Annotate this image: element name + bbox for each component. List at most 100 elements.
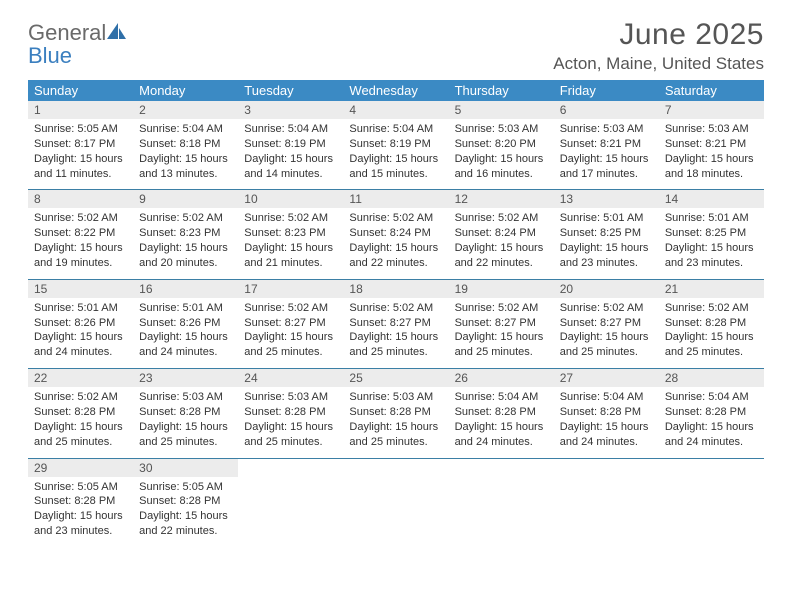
day-number: 6 (554, 101, 659, 119)
day-body: Sunrise: 5:01 AMSunset: 8:25 PMDaylight:… (659, 208, 764, 278)
calendar-cell: 21Sunrise: 5:02 AMSunset: 8:28 PMDayligh… (659, 279, 764, 368)
day-number: 8 (28, 190, 133, 208)
calendar-cell: 15Sunrise: 5:01 AMSunset: 8:26 PMDayligh… (28, 279, 133, 368)
calendar-cell: 5Sunrise: 5:03 AMSunset: 8:20 PMDaylight… (449, 101, 554, 190)
calendar-cell: 19Sunrise: 5:02 AMSunset: 8:27 PMDayligh… (449, 279, 554, 368)
day-number: 1 (28, 101, 133, 119)
calendar-cell: 4Sunrise: 5:04 AMSunset: 8:19 PMDaylight… (343, 101, 448, 190)
calendar-cell: 11Sunrise: 5:02 AMSunset: 8:24 PMDayligh… (343, 190, 448, 279)
calendar-cell: 10Sunrise: 5:02 AMSunset: 8:23 PMDayligh… (238, 190, 343, 279)
weekday-header: Saturday (659, 80, 764, 101)
page: General Blue June 2025 Acton, Maine, Uni… (0, 0, 792, 565)
calendar-cell: 8Sunrise: 5:02 AMSunset: 8:22 PMDaylight… (28, 190, 133, 279)
location: Acton, Maine, United States (553, 54, 764, 74)
title-block: June 2025 Acton, Maine, United States (553, 18, 764, 74)
calendar-row: 22Sunrise: 5:02 AMSunset: 8:28 PMDayligh… (28, 369, 764, 458)
day-body: Sunrise: 5:04 AMSunset: 8:19 PMDaylight:… (343, 119, 448, 189)
day-number: 17 (238, 280, 343, 298)
calendar-cell (343, 458, 448, 547)
day-body: Sunrise: 5:02 AMSunset: 8:23 PMDaylight:… (133, 208, 238, 278)
logo-text-general: General (28, 20, 106, 45)
day-number: 29 (28, 459, 133, 477)
day-body: Sunrise: 5:01 AMSunset: 8:26 PMDaylight:… (133, 298, 238, 368)
calendar-row: 1Sunrise: 5:05 AMSunset: 8:17 PMDaylight… (28, 101, 764, 190)
day-body: Sunrise: 5:05 AMSunset: 8:28 PMDaylight:… (28, 477, 133, 547)
weekday-header: Friday (554, 80, 659, 101)
day-number: 23 (133, 369, 238, 387)
calendar-cell: 12Sunrise: 5:02 AMSunset: 8:24 PMDayligh… (449, 190, 554, 279)
day-body: Sunrise: 5:02 AMSunset: 8:23 PMDaylight:… (238, 208, 343, 278)
logo: General Blue (28, 18, 128, 68)
calendar-cell: 25Sunrise: 5:03 AMSunset: 8:28 PMDayligh… (343, 369, 448, 458)
day-number: 3 (238, 101, 343, 119)
calendar-cell: 2Sunrise: 5:04 AMSunset: 8:18 PMDaylight… (133, 101, 238, 190)
calendar-row: 8Sunrise: 5:02 AMSunset: 8:22 PMDaylight… (28, 190, 764, 279)
logo-text-blue: Blue (28, 43, 72, 68)
day-body: Sunrise: 5:05 AMSunset: 8:17 PMDaylight:… (28, 119, 133, 189)
day-number: 28 (659, 369, 764, 387)
weekday-header: Thursday (449, 80, 554, 101)
calendar-cell (659, 458, 764, 547)
day-number: 25 (343, 369, 448, 387)
day-number: 22 (28, 369, 133, 387)
calendar-cell: 18Sunrise: 5:02 AMSunset: 8:27 PMDayligh… (343, 279, 448, 368)
day-body: Sunrise: 5:03 AMSunset: 8:28 PMDaylight:… (238, 387, 343, 457)
day-number: 12 (449, 190, 554, 208)
calendar-cell: 16Sunrise: 5:01 AMSunset: 8:26 PMDayligh… (133, 279, 238, 368)
day-number: 11 (343, 190, 448, 208)
day-number: 13 (554, 190, 659, 208)
calendar-cell: 26Sunrise: 5:04 AMSunset: 8:28 PMDayligh… (449, 369, 554, 458)
calendar-cell: 14Sunrise: 5:01 AMSunset: 8:25 PMDayligh… (659, 190, 764, 279)
day-body: Sunrise: 5:02 AMSunset: 8:28 PMDaylight:… (28, 387, 133, 457)
day-body: Sunrise: 5:05 AMSunset: 8:28 PMDaylight:… (133, 477, 238, 547)
calendar-cell: 22Sunrise: 5:02 AMSunset: 8:28 PMDayligh… (28, 369, 133, 458)
day-number: 21 (659, 280, 764, 298)
day-body: Sunrise: 5:03 AMSunset: 8:21 PMDaylight:… (554, 119, 659, 189)
weekday-header: Sunday (28, 80, 133, 101)
header: General Blue June 2025 Acton, Maine, Uni… (28, 18, 764, 74)
day-number: 30 (133, 459, 238, 477)
calendar-table: SundayMondayTuesdayWednesdayThursdayFrid… (28, 80, 764, 547)
weekday-header: Wednesday (343, 80, 448, 101)
day-number: 24 (238, 369, 343, 387)
calendar-cell: 20Sunrise: 5:02 AMSunset: 8:27 PMDayligh… (554, 279, 659, 368)
day-number: 27 (554, 369, 659, 387)
calendar-cell: 24Sunrise: 5:03 AMSunset: 8:28 PMDayligh… (238, 369, 343, 458)
logo-sail-icon (106, 22, 128, 45)
calendar-cell (238, 458, 343, 547)
day-body: Sunrise: 5:02 AMSunset: 8:27 PMDaylight:… (554, 298, 659, 368)
day-body: Sunrise: 5:01 AMSunset: 8:25 PMDaylight:… (554, 208, 659, 278)
calendar-cell: 9Sunrise: 5:02 AMSunset: 8:23 PMDaylight… (133, 190, 238, 279)
weekday-header: Monday (133, 80, 238, 101)
day-body: Sunrise: 5:02 AMSunset: 8:27 PMDaylight:… (238, 298, 343, 368)
calendar-row: 15Sunrise: 5:01 AMSunset: 8:26 PMDayligh… (28, 279, 764, 368)
day-body: Sunrise: 5:01 AMSunset: 8:26 PMDaylight:… (28, 298, 133, 368)
calendar-header-row: SundayMondayTuesdayWednesdayThursdayFrid… (28, 80, 764, 101)
calendar-cell: 17Sunrise: 5:02 AMSunset: 8:27 PMDayligh… (238, 279, 343, 368)
day-number: 7 (659, 101, 764, 119)
day-body: Sunrise: 5:03 AMSunset: 8:28 PMDaylight:… (343, 387, 448, 457)
day-body: Sunrise: 5:03 AMSunset: 8:28 PMDaylight:… (133, 387, 238, 457)
day-number: 16 (133, 280, 238, 298)
day-number: 19 (449, 280, 554, 298)
day-body: Sunrise: 5:04 AMSunset: 8:28 PMDaylight:… (449, 387, 554, 457)
day-body: Sunrise: 5:02 AMSunset: 8:28 PMDaylight:… (659, 298, 764, 368)
day-body: Sunrise: 5:02 AMSunset: 8:24 PMDaylight:… (449, 208, 554, 278)
day-number: 14 (659, 190, 764, 208)
day-body: Sunrise: 5:04 AMSunset: 8:28 PMDaylight:… (554, 387, 659, 457)
calendar-cell: 27Sunrise: 5:04 AMSunset: 8:28 PMDayligh… (554, 369, 659, 458)
month-title: June 2025 (553, 18, 764, 52)
calendar-cell: 7Sunrise: 5:03 AMSunset: 8:21 PMDaylight… (659, 101, 764, 190)
calendar-cell: 23Sunrise: 5:03 AMSunset: 8:28 PMDayligh… (133, 369, 238, 458)
calendar-cell: 30Sunrise: 5:05 AMSunset: 8:28 PMDayligh… (133, 458, 238, 547)
calendar-cell (449, 458, 554, 547)
calendar-row: 29Sunrise: 5:05 AMSunset: 8:28 PMDayligh… (28, 458, 764, 547)
calendar-cell: 1Sunrise: 5:05 AMSunset: 8:17 PMDaylight… (28, 101, 133, 190)
day-body: Sunrise: 5:03 AMSunset: 8:20 PMDaylight:… (449, 119, 554, 189)
day-body: Sunrise: 5:02 AMSunset: 8:27 PMDaylight:… (449, 298, 554, 368)
day-number: 9 (133, 190, 238, 208)
day-number: 2 (133, 101, 238, 119)
day-number: 20 (554, 280, 659, 298)
calendar-cell: 6Sunrise: 5:03 AMSunset: 8:21 PMDaylight… (554, 101, 659, 190)
day-body: Sunrise: 5:02 AMSunset: 8:27 PMDaylight:… (343, 298, 448, 368)
